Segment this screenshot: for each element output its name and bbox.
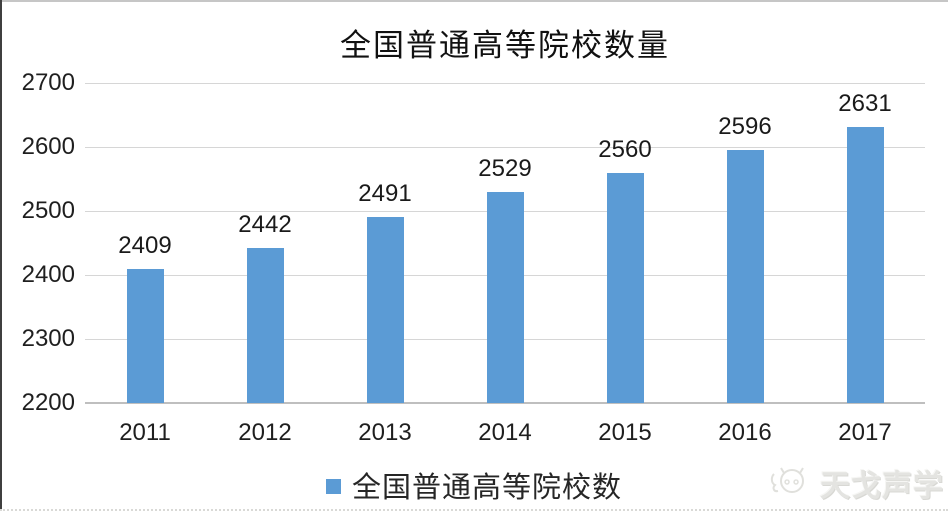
watermark: 天戈声学 <box>770 461 944 505</box>
bar-value-label-2016: 2596 <box>718 112 772 140</box>
bar-value-label-2015: 2560 <box>598 135 652 163</box>
x-axis-label-2011: 2011 <box>119 419 171 446</box>
bar-2014 <box>486 192 524 403</box>
y-axis-label-2700: 2700 <box>21 69 75 96</box>
bar-value-label-2011: 2409 <box>118 232 172 260</box>
y-axis-label-2300: 2300 <box>21 325 75 352</box>
watermark-text: 天戈声学 <box>820 470 944 503</box>
y-axis-label-2200: 2200 <box>21 389 75 416</box>
bar-2011 <box>126 269 164 403</box>
x-axis-label-2014: 2014 <box>478 419 532 446</box>
screenshot-left-edge <box>0 0 2 511</box>
x-axis-label-2015: 2015 <box>598 419 652 446</box>
x-axis-line <box>85 402 925 404</box>
bar-2016 <box>726 149 764 403</box>
y-axis-label-2400: 2400 <box>21 261 75 288</box>
x-axis-label-2013: 2013 <box>358 419 412 446</box>
x-axis-label-2016: 2016 <box>718 419 772 446</box>
bar-2012 <box>246 248 284 403</box>
screenshot-top-edge <box>0 0 948 2</box>
gridline-2600 <box>85 147 925 148</box>
y-axis-label-2500: 2500 <box>21 197 75 224</box>
bar-value-label-2013: 2491 <box>358 179 412 207</box>
bar-2013 <box>366 216 404 403</box>
gridline-2700 <box>85 83 925 84</box>
bar-2015 <box>606 172 644 403</box>
y-axis-label-2600: 2600 <box>21 133 75 160</box>
tiange-acoustics-logo-icon <box>770 464 814 503</box>
bar-value-label-2012: 2442 <box>238 211 292 239</box>
bar-2017 <box>846 127 884 403</box>
chart-title: 全国普通高等院校数量 <box>340 28 670 63</box>
x-axis-label-2012: 2012 <box>238 419 292 446</box>
bar-value-label-2014: 2529 <box>478 155 532 183</box>
screenshot-bottom-dotted-edge <box>0 509 948 511</box>
bar-value-label-2017: 2631 <box>838 90 892 118</box>
x-axis-label-2017: 2017 <box>838 419 892 446</box>
